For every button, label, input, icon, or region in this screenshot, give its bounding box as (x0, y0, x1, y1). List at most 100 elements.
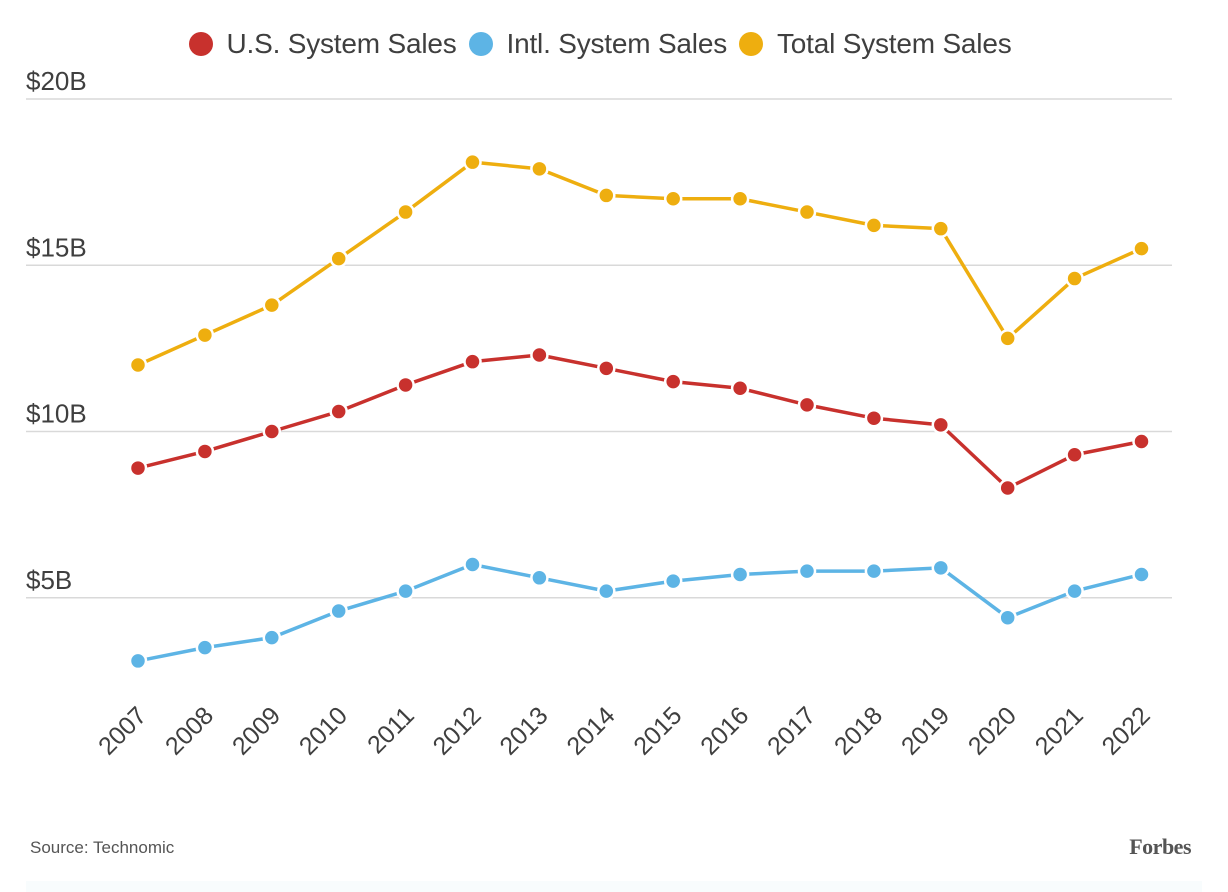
data-point (463, 152, 482, 172)
data-point (1132, 239, 1151, 258)
data-point (128, 355, 148, 375)
data-point (998, 608, 1017, 627)
data-point (931, 558, 951, 578)
data-point (663, 372, 683, 391)
data-point (730, 565, 750, 584)
line-segment (606, 193, 674, 201)
data-point (597, 186, 616, 205)
line-segment (539, 576, 607, 593)
series-u-s-system-sales (128, 345, 1151, 498)
line-segment (739, 386, 808, 407)
data-point (195, 442, 215, 461)
x-tick-label: 2019 (896, 701, 955, 760)
line-segment (605, 366, 674, 384)
data-point (396, 581, 415, 601)
line-segment (204, 429, 273, 454)
line-segment (1074, 439, 1142, 457)
line-segment (1006, 277, 1076, 340)
data-point (195, 638, 215, 657)
line-segment (472, 353, 540, 364)
data-point (597, 359, 616, 378)
line-segment (1073, 247, 1143, 281)
data-point (864, 408, 884, 428)
data-point (1132, 432, 1151, 451)
legend-item-intl: Intl. System Sales (468, 28, 728, 60)
gridlines (26, 98, 1172, 599)
x-tick-label: 2008 (160, 701, 219, 760)
x-tick-label: 2018 (829, 701, 888, 760)
x-tick-label: 2016 (695, 701, 754, 760)
line-segment (270, 257, 340, 307)
x-tick-label: 2022 (1097, 701, 1156, 760)
data-point (329, 601, 348, 621)
data-point (730, 189, 750, 208)
data-point (463, 352, 482, 371)
legend-item-us: U.S. System Sales (188, 28, 457, 60)
line-segment (873, 223, 941, 231)
line-segment (740, 569, 808, 577)
data-point (730, 379, 750, 398)
data-point (797, 202, 817, 222)
line-segment (204, 635, 273, 650)
line-segment (873, 416, 941, 427)
series-group (128, 152, 1151, 671)
legend-marker-us (188, 32, 213, 56)
data-point (463, 555, 482, 574)
data-point (864, 216, 884, 235)
bottom-band (26, 881, 1202, 892)
line-segment (939, 566, 1009, 620)
data-point (1065, 445, 1084, 465)
y-tick-label: $10B (26, 399, 87, 429)
line-segment (337, 210, 407, 261)
data-point (1132, 565, 1151, 584)
legend-label-us: U.S. System Sales (226, 28, 457, 59)
data-point (530, 568, 549, 588)
line-segment (338, 383, 407, 414)
data-point (663, 571, 683, 591)
line-segment (204, 303, 273, 337)
x-tick-label: 2007 (93, 701, 152, 760)
x-tick-label: 2012 (428, 701, 487, 760)
x-tick-label: 2021 (1030, 701, 1089, 760)
line-segment (404, 562, 474, 593)
x-tick-label: 2011 (362, 701, 420, 759)
data-point (998, 329, 1017, 348)
line-segment (739, 197, 808, 214)
line-segment (673, 572, 741, 583)
data-point (262, 628, 282, 647)
data-point (128, 458, 148, 478)
y-tick-label: $15B (26, 232, 87, 262)
legend-marker-total (739, 32, 763, 56)
data-point (597, 581, 616, 601)
data-point (530, 345, 549, 365)
data-point (931, 219, 951, 238)
x-tick-label: 2014 (561, 701, 620, 760)
x-tick-label: 2009 (227, 701, 286, 760)
data-point (931, 415, 951, 435)
line-segment (538, 167, 607, 198)
x-tick-label: 2010 (294, 701, 353, 760)
y-tick-label: $20B (26, 66, 87, 96)
data-point (262, 295, 282, 315)
data-point (530, 159, 549, 179)
line-segment (606, 579, 674, 593)
line-segment (137, 333, 206, 367)
line-segment (806, 403, 875, 420)
line-segment (472, 562, 540, 580)
line-segment (1006, 453, 1076, 490)
data-point (663, 189, 683, 208)
legend-label-total: Total System Sales (777, 28, 1012, 59)
line-segment (873, 566, 941, 573)
data-point (128, 651, 148, 671)
line-segment (939, 227, 1010, 340)
line-segment (338, 589, 407, 613)
data-point (329, 402, 348, 421)
legend-label-intl: Intl. System Sales (506, 28, 728, 59)
data-point (1065, 269, 1084, 288)
data-point (329, 249, 348, 268)
line-segment (806, 210, 875, 228)
series-total-system-sales (128, 152, 1151, 375)
line-segment (472, 160, 540, 171)
data-point (1065, 581, 1084, 601)
